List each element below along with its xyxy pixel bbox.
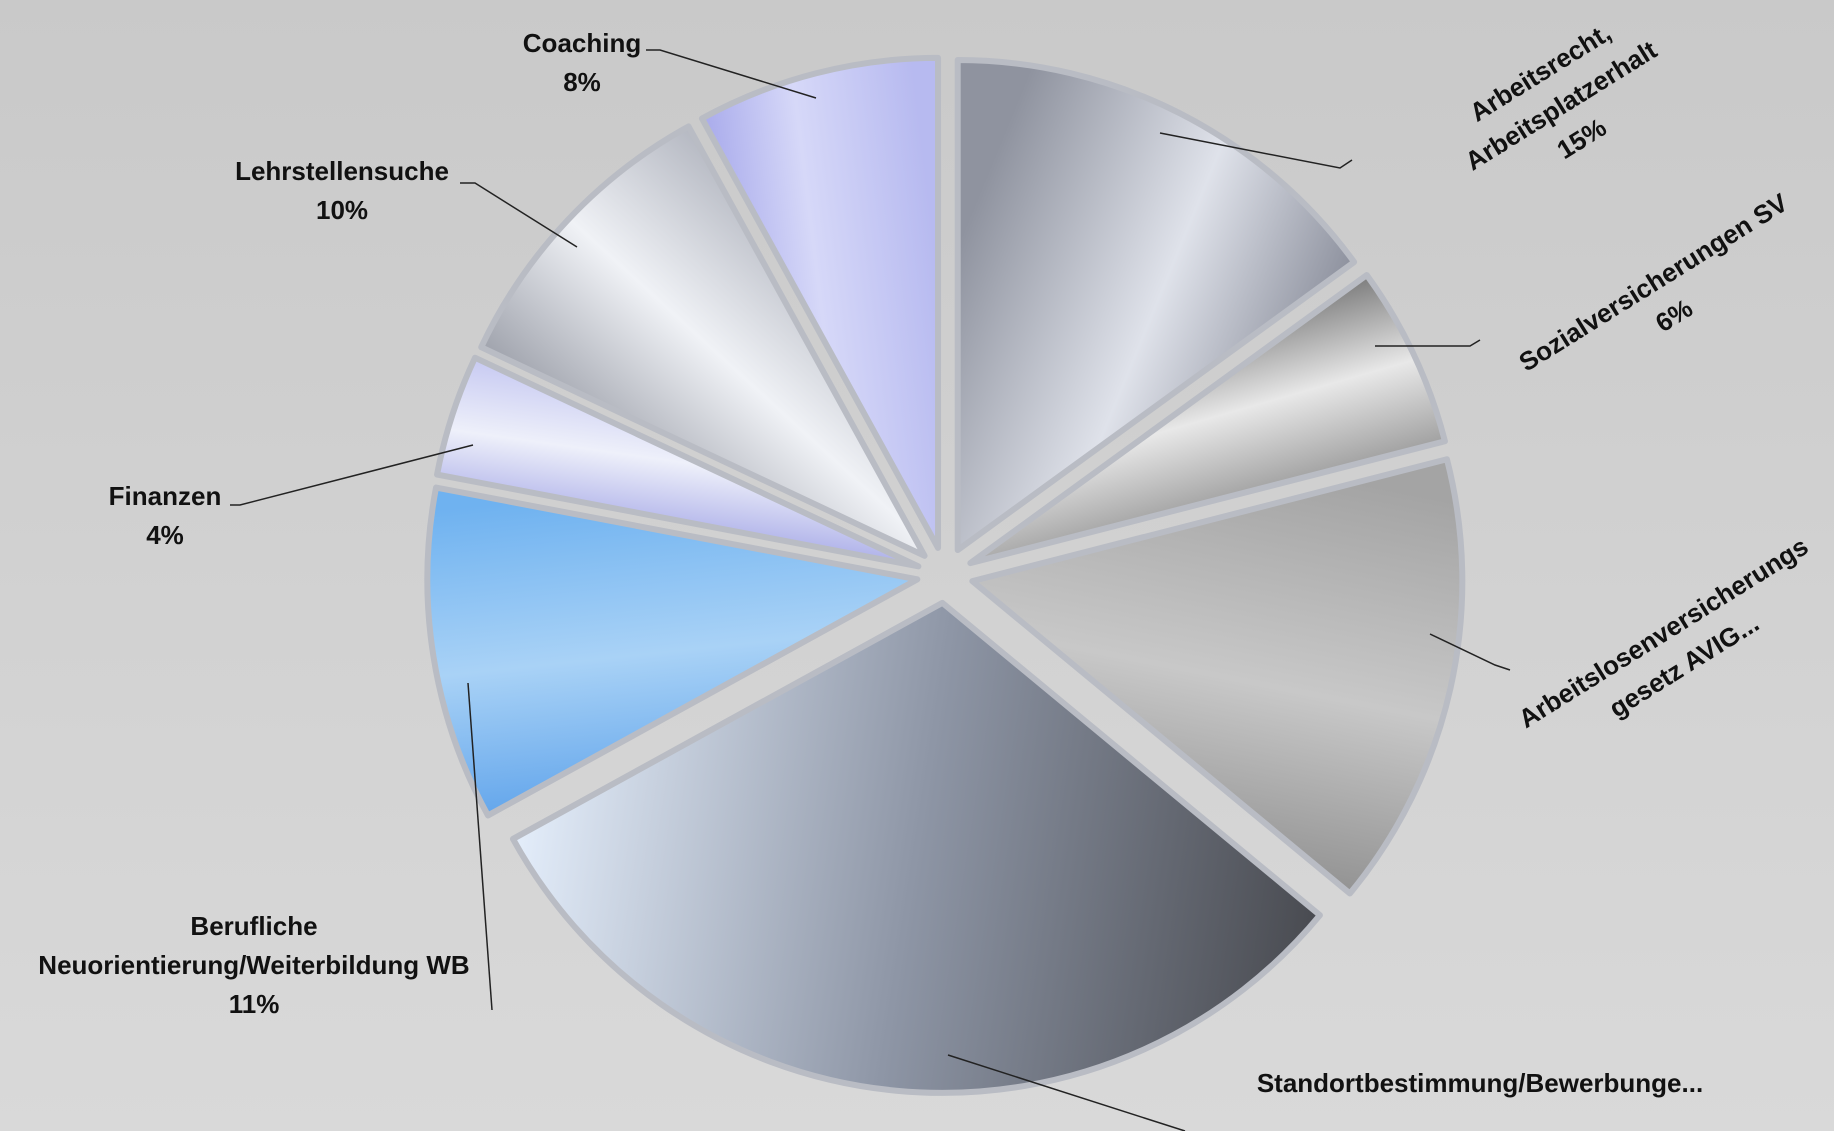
slice-label-3: Arbeitslosenversicherungsgesetz AVIG...: [1513, 531, 1834, 767]
pie-slice-6: [434, 354, 922, 570]
slice-label-text: Neuorientierung/Weiterbildung WB: [38, 950, 469, 980]
pie-slice-3: [969, 456, 1466, 897]
leader-line-3: [1429, 633, 1511, 671]
leader-line-5: [467, 682, 493, 1011]
leader-line-8: [646, 49, 817, 99]
slice-label-1: Arbeitsrecht,Arbeitsplatzerhalt15%: [1439, 1, 1683, 209]
slice-label-text: Finanzen: [109, 481, 222, 511]
pie-slice-7: [478, 123, 928, 559]
leader-line-2: [1375, 339, 1481, 347]
slice-percent-label: 4%: [146, 520, 184, 550]
slice-label-2: Sozialversicherungen SV6%: [1514, 187, 1815, 410]
slice-label-text: Coaching: [523, 28, 641, 58]
leader-line-1: [1159, 132, 1353, 169]
leader-line-7: [460, 182, 578, 248]
leader-line-4: [947, 1054, 1186, 1131]
slice-label-5: Berufliche Neuorientierung/Weiterbildung …: [38, 911, 469, 1019]
slice-label-4: Standortbestimmung/Bewerbunge...: [1257, 1068, 1703, 1098]
pie-slice-2: [967, 272, 1448, 567]
slice-label-7: Lehrstellensuche 10%: [235, 156, 449, 225]
pie-slice-1: [954, 57, 1358, 554]
pie-slice-4: [509, 599, 1323, 1096]
slice-label-text: Sozialversicherungen SV: [1514, 187, 1794, 377]
slice-label-text: Lehrstellensuche: [235, 156, 449, 186]
slice-percent-label: 11%: [229, 989, 280, 1019]
slice-label-8: Coaching 8%: [523, 28, 641, 97]
slice-percent-label: 6%: [1650, 293, 1698, 338]
slice-percent-label: 10%: [316, 195, 368, 225]
slice-label-6: Finanzen 4%: [109, 481, 222, 550]
slice-percent-label: 8%: [563, 67, 601, 97]
slice-label-text: Berufliche: [190, 911, 317, 941]
pie-slice-8: [698, 54, 942, 551]
slice-label-text: Standortbestimmung/Bewerbunge...: [1257, 1068, 1703, 1098]
pie-slice-5: [424, 484, 921, 819]
leader-line-6: [230, 444, 474, 506]
slice-label-text: Arbeitslosenversicherungs: [1513, 531, 1813, 734]
